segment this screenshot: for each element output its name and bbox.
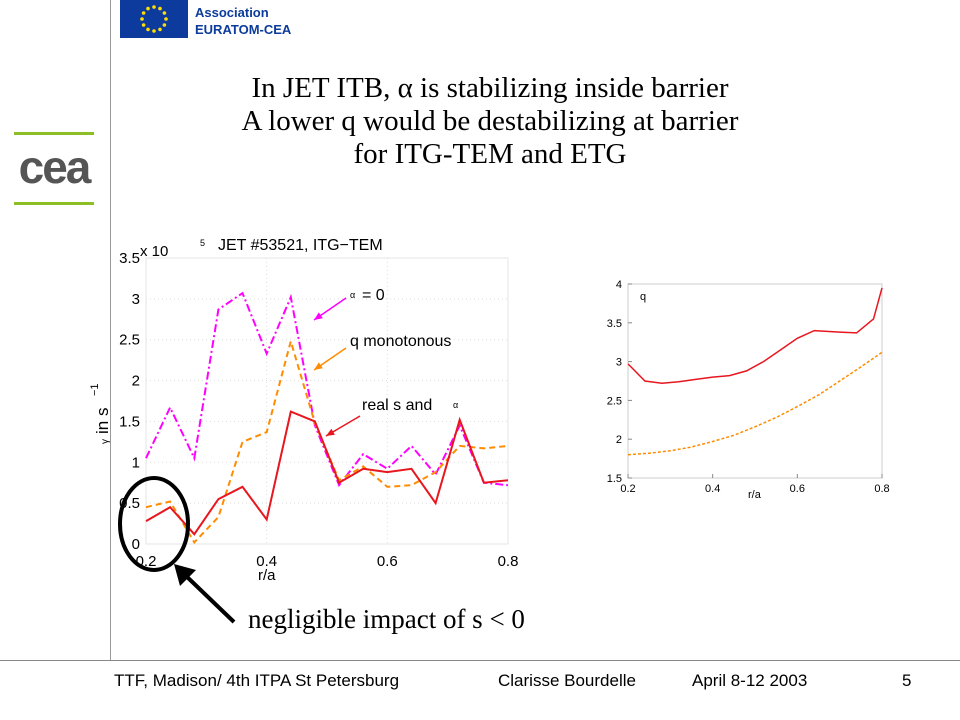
q-x-tick-label: 0.4 xyxy=(705,483,720,495)
q-x-tick-label: 0.2 xyxy=(620,483,635,495)
highlight-circle xyxy=(118,476,190,572)
label-arrow-red-head-icon xyxy=(326,428,335,436)
series-label-q-monotonous: q monotonous xyxy=(350,333,451,350)
q-x-tick-label: 0.8 xyxy=(874,483,889,495)
y-axis-label: γ in s −1 xyxy=(89,383,112,444)
annotation-arrow xyxy=(170,560,240,635)
q-y-tick-label: 4 xyxy=(616,279,622,291)
series-line-2 xyxy=(145,410,509,536)
q-series-line-1 xyxy=(627,351,883,456)
q-axis-label: q xyxy=(640,291,646,303)
y-tick-label: 3 xyxy=(132,291,140,308)
eu-star-icon xyxy=(146,27,150,32)
title-line-1: In JET ITB, α is stabilizing inside barr… xyxy=(251,72,729,104)
growth-rate-chart: 0 0.5 1 1.5 2 2.5 3 3.5 0.2 0.4 0.6 0.8 x 10 5 JET #53… xyxy=(80,222,520,595)
q-y-tick-label: 2 xyxy=(616,434,622,446)
y-tick-label: 2 xyxy=(132,373,140,390)
alpha-symbol: α xyxy=(397,72,413,104)
y-axis-label-text: in s xyxy=(93,408,112,434)
eu-star-icon xyxy=(152,29,156,33)
label-arrow-orange-head-icon xyxy=(314,362,323,370)
eu-star-icon xyxy=(162,23,167,27)
q-x-tick-label: 0.6 xyxy=(790,483,805,495)
association-line-2: EURATOM-CEA xyxy=(195,22,292,37)
eu-star-icon xyxy=(162,11,167,15)
y-axis-label-exponent: −1 xyxy=(89,383,101,396)
eu-star-icon xyxy=(146,6,150,11)
series-label-real-symbol: α xyxy=(453,400,458,410)
footer-page-number: 5 xyxy=(902,671,912,690)
cea-top-bar xyxy=(14,132,94,135)
x-axis-label: r/a xyxy=(258,567,276,584)
cea-logo-text: cea xyxy=(19,141,92,193)
footer-divider xyxy=(0,660,960,661)
q-plot-frame xyxy=(627,283,883,479)
slide-title: In JET ITB, α is stabilizing inside barr… xyxy=(130,72,850,171)
eu-star-icon xyxy=(158,6,162,11)
q-y-tick-label: 3.5 xyxy=(607,318,622,330)
q-y-tick-label: 3 xyxy=(616,357,622,369)
series-label-alpha-zero-symbol: α xyxy=(350,290,355,300)
arrow-shaft xyxy=(182,572,236,624)
y-tick-label: 2.5 xyxy=(119,332,140,349)
eu-flag-logo xyxy=(120,0,188,38)
eu-star-icon xyxy=(141,23,146,27)
eu-star-icon xyxy=(164,17,168,21)
chart-title: JET #53521, ITG−TEM xyxy=(218,237,383,254)
y-tick-label: 0 xyxy=(132,536,140,553)
plot-frame xyxy=(145,257,509,545)
cea-logo: cea xyxy=(14,128,96,210)
footer-author: Clarisse Bourdelle xyxy=(498,671,636,690)
annotation-text: negligible impact of s < 0 xyxy=(248,604,525,634)
eu-star-icon xyxy=(141,11,146,15)
title-line-2: A lower q would be destabilizing at barr… xyxy=(241,105,739,137)
footer-conference: TTF, Madison/ 4th ITPA St Petersburg xyxy=(114,671,400,690)
x-tick-label: 0.8 xyxy=(498,553,519,570)
y-tick-label: 1 xyxy=(132,454,140,471)
q-y-tick-label: 1.5 xyxy=(607,473,622,485)
q-profile-chart: 1.5 2 2.5 3 3.5 4 0.2 0.4 0.6 0.8 q r/a xyxy=(590,270,900,510)
y-multiplier-exponent: 5 xyxy=(200,238,205,248)
y-tick-label: 3.5 xyxy=(119,250,140,267)
eu-star-icon xyxy=(152,5,156,9)
association-label: Association EURATOM-CEA xyxy=(195,4,291,38)
label-arrow-magenta-head-icon xyxy=(314,312,323,320)
x-tick-label: 0.4 xyxy=(256,553,277,570)
q-series-line-0 xyxy=(627,287,883,385)
series-line-0 xyxy=(145,291,509,488)
left-divider xyxy=(110,0,111,660)
eu-star-icon xyxy=(158,27,162,32)
series-label-real: real s and xyxy=(362,397,432,414)
footer-date: April 8-12 2003 xyxy=(692,671,808,690)
eu-stars-icon xyxy=(140,5,168,33)
association-line-1: Association xyxy=(195,5,269,20)
q-y-tick-label: 2.5 xyxy=(607,395,622,407)
x-tick-label: 0.6 xyxy=(377,553,398,570)
q-x-axis-label: r/a xyxy=(748,489,762,501)
arrow-head-icon xyxy=(174,564,196,586)
eu-star-icon xyxy=(140,17,144,21)
series-label-alpha-zero: = 0 xyxy=(362,287,385,304)
cea-bottom-bar xyxy=(14,202,94,205)
title-line-3: for ITG-TEM and ETG xyxy=(353,138,627,170)
y-multiplier-label: x 10 xyxy=(140,243,168,260)
y-tick-label: 1.5 xyxy=(119,413,140,430)
y-axis-label-symbol: γ xyxy=(100,439,111,444)
